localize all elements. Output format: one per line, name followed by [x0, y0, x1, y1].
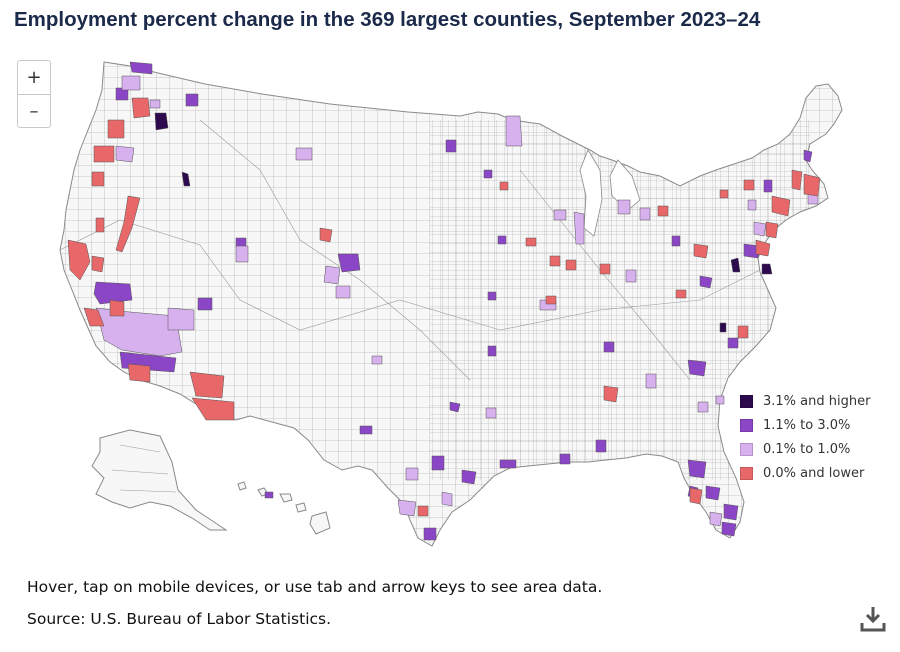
map-legend: 3.1% and higher 1.1% to 3.0% 0.1% to 1.0…	[740, 389, 870, 485]
legend-swatch	[740, 466, 753, 480]
interaction-note: Hover, tap on mobile devices, or use tab…	[27, 578, 603, 596]
download-icon[interactable]	[858, 603, 888, 633]
legend-item: 1.1% to 3.0%	[740, 413, 870, 437]
zoom-in-button[interactable]: +	[18, 61, 50, 95]
hawaii	[237, 481, 331, 535]
county-map[interactable]	[0, 40, 900, 570]
legend-label: 0.1% to 1.0%	[763, 441, 851, 457]
legend-swatch	[740, 418, 753, 432]
zoom-out-button[interactable]: –	[29, 101, 39, 122]
legend-label: 3.1% and higher	[763, 393, 871, 409]
legend-item: 0.1% to 1.0%	[740, 437, 870, 461]
map-title: Employment percent change in the 369 lar…	[14, 8, 761, 31]
alaska	[91, 429, 228, 531]
legend-label: 1.1% to 3.0%	[763, 417, 851, 433]
legend-label: 0.0% and lower	[763, 465, 865, 481]
legend-swatch	[740, 442, 753, 456]
legend-swatch	[740, 394, 753, 408]
source-note: Source: U.S. Bureau of Labor Statistics.	[27, 610, 332, 628]
zoom-control: + –	[17, 60, 51, 128]
legend-item: 0.0% and lower	[740, 461, 870, 485]
county-highlights[interactable]	[67, 61, 821, 541]
legend-item: 3.1% and higher	[740, 389, 870, 413]
